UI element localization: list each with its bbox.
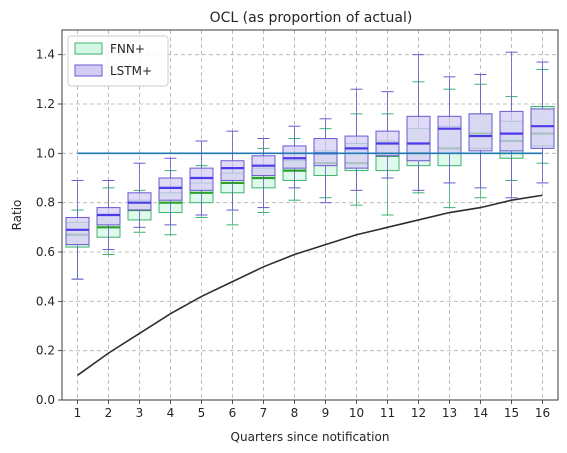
box-lstm: [158, 157, 183, 226]
baseline-curve: [77, 194, 543, 376]
box-body: [96, 207, 121, 226]
x-tick-label: 10: [349, 406, 364, 420]
box-lstm: [406, 54, 431, 191]
box-lstm: [220, 130, 245, 211]
x-tick-label: 2: [105, 406, 113, 420]
x-tick-label: 16: [535, 406, 550, 420]
x-tick-label: 15: [504, 406, 519, 420]
box-lstm: [313, 118, 338, 204]
y-axis-label: Ratio: [10, 200, 24, 231]
y-tick-label: 0.4: [36, 294, 55, 308]
box-body: [189, 167, 214, 191]
box-lstm: [437, 76, 462, 184]
lines: [77, 152, 543, 376]
y-tick-label: 0.2: [36, 344, 55, 358]
chart-title: OCL (as proportion of actual): [210, 10, 413, 26]
legend-label-lstm: LSTM+: [110, 64, 152, 78]
box-body: [344, 135, 369, 169]
box-body: [158, 177, 183, 201]
y-tick-label: 1.4: [36, 48, 55, 62]
x-tick-label: 8: [291, 406, 299, 420]
box-lstm: [127, 162, 152, 228]
box-body: [127, 192, 152, 211]
box-lstm: [530, 61, 555, 184]
x-tick-label: 7: [260, 406, 268, 420]
x-tick-label: 14: [473, 406, 488, 420]
box-lstm: [499, 51, 524, 199]
y-tick-label: 0.8: [36, 196, 55, 210]
box-body: [530, 108, 555, 149]
x-tick-label: 12: [411, 406, 426, 420]
box-lstm: [251, 138, 276, 209]
ticks: 0.00.20.40.60.81.01.21.41 2 3 4 5 6 7 8 9 10 11 12 1…: [36, 48, 550, 420]
x-tick-label: 13: [442, 406, 457, 420]
x-tick-label: 1: [74, 406, 82, 420]
y-tick-label: 1.2: [36, 97, 55, 111]
x-tick-label: 5: [198, 406, 206, 420]
y-tick-label: 1.0: [36, 146, 55, 160]
legend-swatch-lstm: [74, 64, 103, 77]
box-lstm: [96, 179, 121, 251]
x-tick-label: 11: [380, 406, 395, 420]
y-tick-label: 0.6: [36, 245, 55, 259]
box-body: [313, 138, 338, 167]
box-body: [406, 115, 431, 162]
box-lstm: [344, 88, 369, 191]
y-tick-label: 0.0: [36, 393, 55, 407]
box-lstm: [282, 125, 307, 189]
x-tick-label: 3: [136, 406, 144, 420]
box-body: [437, 115, 462, 154]
box-lstm: [468, 73, 493, 189]
boxes: [65, 51, 555, 280]
legend-swatch-fnn: [74, 42, 103, 55]
box-body: [468, 113, 493, 152]
box-lstm: [65, 179, 90, 280]
x-axis-label: Quarters since notification: [231, 430, 390, 444]
x-tick-label: 9: [322, 406, 330, 420]
x-tick-label: 6: [229, 406, 237, 420]
plot-frame: [61, 29, 559, 401]
legend: FNN+ LSTM+: [67, 35, 169, 87]
legend-label-fnn: FNN+: [110, 42, 145, 56]
x-tick-label: 4: [167, 406, 175, 420]
box-lstm: [375, 91, 400, 179]
box-body: [282, 145, 307, 169]
box-lstm: [189, 140, 214, 216]
box-body: [499, 110, 524, 152]
box-body: [220, 160, 245, 181]
box-body: [65, 216, 90, 246]
